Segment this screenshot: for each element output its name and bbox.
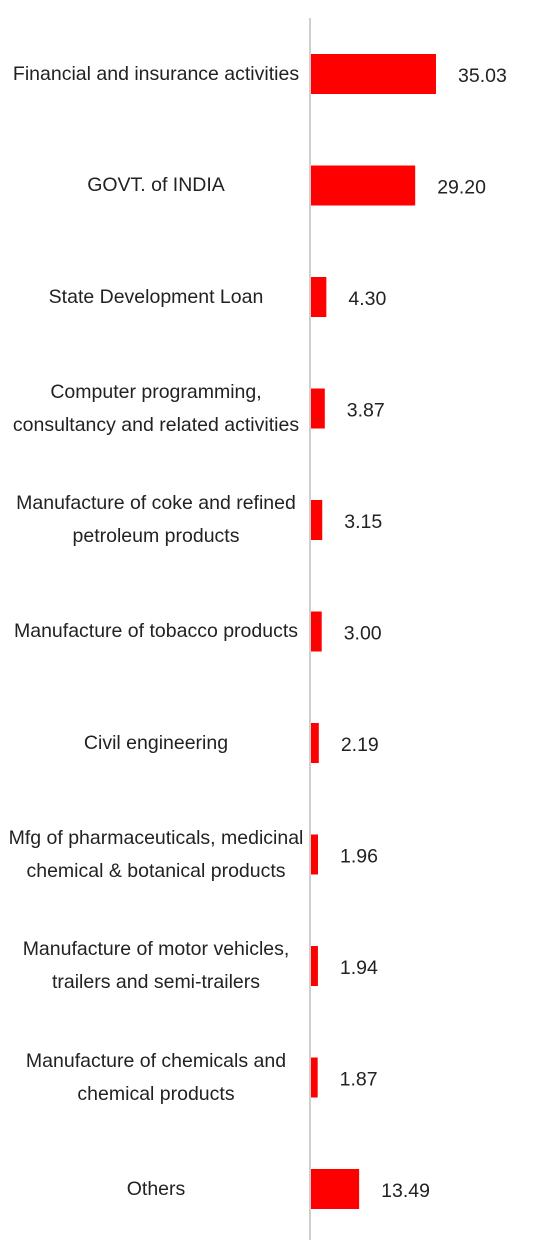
category-label: Manufacture of motor vehicles, trailers … bbox=[22, 938, 290, 993]
value-label: 35.03 bbox=[458, 65, 507, 87]
bar bbox=[311, 1057, 318, 1098]
bar bbox=[311, 834, 318, 875]
value-label: 3.00 bbox=[344, 623, 382, 645]
value-label: 29.20 bbox=[437, 177, 486, 199]
bar bbox=[311, 54, 436, 94]
bar bbox=[311, 611, 322, 652]
category-label: Financial and insurance activities bbox=[12, 62, 300, 85]
value-label: 2.19 bbox=[341, 734, 379, 756]
bar bbox=[311, 946, 318, 986]
category-label: Manufacture of tobacco products bbox=[14, 620, 298, 642]
value-label: 1.94 bbox=[340, 957, 378, 979]
category-label: GOVT. of INDIA bbox=[87, 174, 225, 196]
bar bbox=[311, 388, 325, 429]
value-label: 1.96 bbox=[340, 846, 378, 868]
value-label: 1.87 bbox=[340, 1069, 378, 1091]
category-label: Manufacture of coke and refined petroleu… bbox=[16, 492, 296, 547]
bar bbox=[311, 723, 319, 763]
category-label: Computer programming, consultancy and re… bbox=[12, 380, 300, 436]
category-label: Others bbox=[126, 1177, 186, 1200]
value-label: 3.87 bbox=[347, 400, 385, 422]
category-label: Manufacture of chemicals and chemical pr… bbox=[25, 1049, 287, 1105]
bar bbox=[311, 277, 327, 317]
bar bbox=[311, 165, 416, 206]
bar bbox=[311, 500, 323, 540]
bar bbox=[311, 1169, 360, 1209]
value-label: 13.49 bbox=[381, 1180, 430, 1202]
category-label: State Development Loan bbox=[48, 285, 264, 308]
value-label: 4.30 bbox=[348, 288, 386, 310]
category-label: Mfg of pharmaceuticals, medicinal chemic… bbox=[8, 826, 304, 882]
value-label: 3.15 bbox=[344, 511, 382, 533]
category-label: Civil engineering bbox=[83, 731, 229, 754]
